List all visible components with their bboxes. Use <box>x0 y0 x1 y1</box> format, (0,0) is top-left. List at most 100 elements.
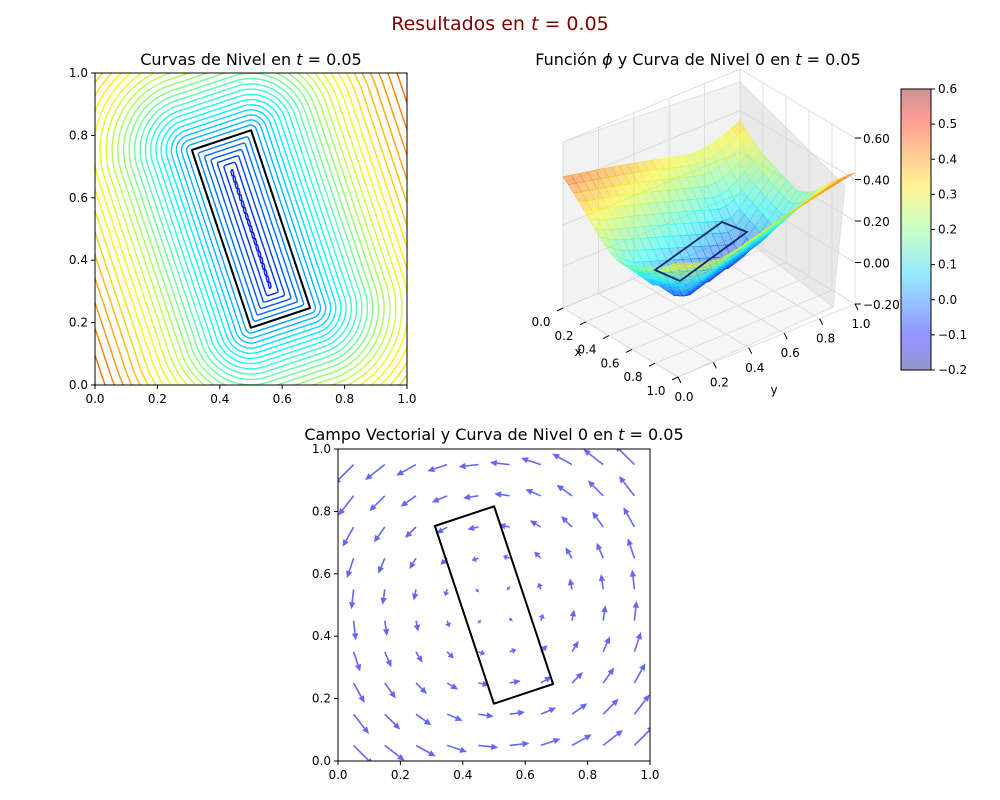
quiver-arrow-head <box>629 569 637 577</box>
quiver-arrow-head <box>367 758 372 761</box>
surface-ytick-label: 0.2 <box>710 375 729 389</box>
quiver-arrow-shaft <box>384 651 390 662</box>
contour-xtick-label: 0.4 <box>210 392 229 406</box>
quiver-arrow-head <box>431 496 440 503</box>
quiver-arrow-shaft <box>633 699 647 715</box>
quiver-arrow-shaft <box>531 491 542 497</box>
surface-floor-gridline <box>631 276 810 350</box>
contour-level-line <box>150 88 352 370</box>
quiver-arrow-shaft <box>352 682 362 698</box>
surface-xtick-label: 0.6 <box>600 356 619 370</box>
quiver-arrow-head <box>561 516 569 524</box>
surface-ylabel: y <box>770 383 777 397</box>
quiver-arrow-shaft <box>601 580 604 590</box>
quiver-arrow-head <box>489 460 498 467</box>
contour-level-line <box>95 73 407 385</box>
contour-level-line <box>95 73 407 385</box>
colorbar-tick-label: 0.3 <box>938 187 957 201</box>
surface-ztick-label: 0.40 <box>863 174 890 188</box>
quiver-xtick-label: 0.4 <box>453 768 472 782</box>
surface-title-var: ϕ <box>602 50 613 69</box>
quiver-arrow-shaft <box>571 737 587 747</box>
quiver-arrow-shaft <box>353 744 370 761</box>
quiver-arrow-shaft <box>373 495 386 507</box>
surface-xtick-label: 1.0 <box>646 384 665 398</box>
surface-wall-gridline <box>562 151 856 226</box>
quiver-arrow-head <box>346 570 353 578</box>
quiver-arrow-shaft <box>478 651 482 654</box>
surface-xtick-label: 0.2 <box>554 329 573 343</box>
quiver-arrow-shaft <box>602 611 606 621</box>
quiver-arrow-shaft <box>437 495 448 501</box>
quiver-arrow-head <box>569 609 576 617</box>
quiver-arrow-shaft <box>445 589 448 593</box>
quiver-arrow-shaft <box>415 744 431 754</box>
quiver-arrow-head <box>607 667 615 676</box>
quiver-arrow-head <box>506 586 511 591</box>
quiver-arrow-shaft <box>352 620 356 634</box>
quiver-arrow-shaft <box>415 713 427 722</box>
contour-ytick-label: 1.0 <box>69 66 88 80</box>
quiver-arrow-head <box>393 722 401 730</box>
quiver-arrow-shaft <box>478 744 492 748</box>
quiver-arrow-head <box>639 663 646 671</box>
surface-mesh <box>562 120 856 297</box>
quiver-arrow-shaft <box>540 740 555 747</box>
contour-ytick-label: 0.4 <box>69 253 88 267</box>
surface-xtick-mark <box>556 307 564 312</box>
surface-title: Función ϕ y Curva de Nivel 0 en t = 0.05 <box>535 50 861 69</box>
surface-ytick-mark <box>819 318 824 325</box>
quiver-axes-frame <box>337 448 651 762</box>
quiver-arrow-head <box>598 574 606 582</box>
surface-patch <box>672 262 687 266</box>
colorbar-tick-label: 0.0 <box>938 293 957 307</box>
surface-ztick-label: 0.60 <box>863 132 890 146</box>
quiver-arrow-shaft <box>351 589 355 603</box>
quiver-arrow-head <box>490 743 499 750</box>
surface-xtick-label: 0.8 <box>623 370 642 384</box>
quiver-arrow-shaft <box>405 495 417 504</box>
quiver-arrow-shaft <box>509 712 519 715</box>
quiver-arrow-head <box>521 457 529 464</box>
quiver-arrow-shaft <box>496 462 510 466</box>
quiver-arrow-shaft <box>632 576 636 590</box>
contour-ytick-label: 0.6 <box>69 191 88 205</box>
surface-xtick-label: 0.0 <box>531 315 550 329</box>
surface-xtick-mark <box>602 335 610 340</box>
quiver-arrow-head <box>556 484 565 492</box>
quiver-arrow-head <box>538 614 545 619</box>
quiver-arrow-head <box>536 582 543 588</box>
quiver-arrow-shaft <box>602 733 618 747</box>
surface-title-prefix: Función <box>535 50 602 69</box>
quiver-arrow-shaft <box>446 744 461 751</box>
quiver-arrow-shaft <box>446 620 449 624</box>
quiver-arrow-head <box>604 636 610 645</box>
colorbar-tick-label: −0.2 <box>938 363 967 377</box>
quiver-arrow-head <box>413 624 420 632</box>
quiver-xtick-label: 1.0 <box>640 768 659 782</box>
surface-title-suffix2: = 0.05 <box>802 50 861 69</box>
contour-xtick-label: 0.8 <box>335 392 354 406</box>
quiver-zero-level-line <box>433 505 555 705</box>
quiver-arrow-shaft <box>384 713 396 726</box>
surface-ytick-label: 0.8 <box>816 332 835 346</box>
colorbar-tick-label: 0.2 <box>938 223 957 237</box>
quiver-arrow-shaft <box>527 459 542 466</box>
contour-level-line <box>134 73 368 385</box>
contour-panel: Curvas de Nivel en t = 0.05 0.0 0.2 0.4 0.6… <box>69 50 417 406</box>
contour-level-line <box>95 73 407 385</box>
quiver-arrow-shaft <box>478 682 483 685</box>
quiver-arrow-head <box>412 593 419 601</box>
quiver-arrow-head <box>627 538 633 547</box>
quiver-arrow-shaft <box>571 646 576 653</box>
contour-level-line <box>95 73 407 385</box>
quiver-arrow-head <box>409 561 416 570</box>
contour-level-line <box>210 148 292 310</box>
surface-floor-gridline <box>562 307 679 378</box>
contour-xtick-label: 0.2 <box>148 392 167 406</box>
quiver-arrow-shaft <box>505 525 510 528</box>
quiver-arrow-head <box>525 489 534 495</box>
surface-floor-gridline <box>677 303 856 378</box>
quiver-arrow-shaft <box>478 713 488 717</box>
quiver-arrow-head <box>615 730 623 737</box>
